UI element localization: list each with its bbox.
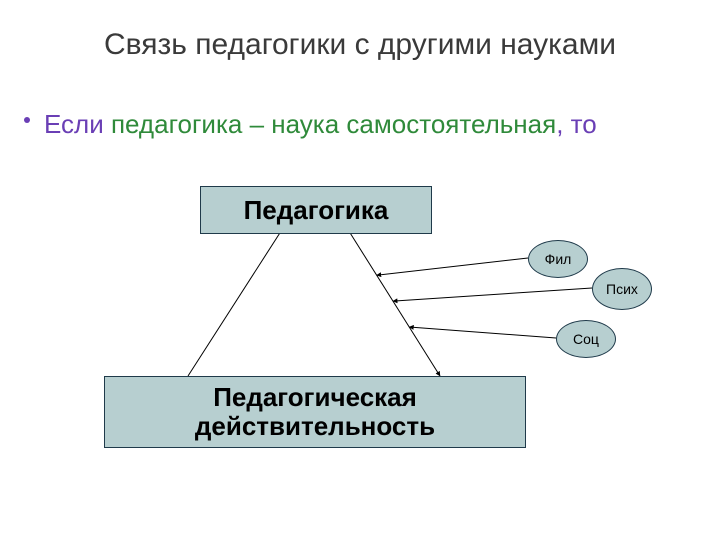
box-pedagogika: Педагогика xyxy=(200,186,432,234)
ellipse-soc: Соц xyxy=(556,320,616,358)
box-pedagogika-label: Педагогика xyxy=(244,196,389,225)
bullet-seg-2: , то xyxy=(556,109,597,139)
slide-title: Связь педагогики с другими науками xyxy=(0,28,720,62)
ellipse-psy-label: Псих xyxy=(606,282,638,297)
ellipse-psy: Псих xyxy=(592,268,652,310)
bullet-line: Если педагогика – наука самостоятельная,… xyxy=(44,108,644,141)
ellipse-phil-label: Фил xyxy=(545,252,572,267)
box-ped-deistvitelnost: Педагогическая действительность xyxy=(104,376,526,448)
bullet-seg-0: Если xyxy=(44,109,111,139)
box-ped-deistvitelnost-label: Педагогическая действительность xyxy=(105,383,525,440)
bullet-seg-1: педагогика – наука самостоятельная xyxy=(111,109,556,139)
slide: { "title": "Связь педагогики с другими н… xyxy=(0,0,720,540)
ellipse-phil: Фил xyxy=(528,240,588,278)
ellipse-soc-label: Соц xyxy=(573,332,599,347)
bullet-dot-icon xyxy=(24,117,30,123)
